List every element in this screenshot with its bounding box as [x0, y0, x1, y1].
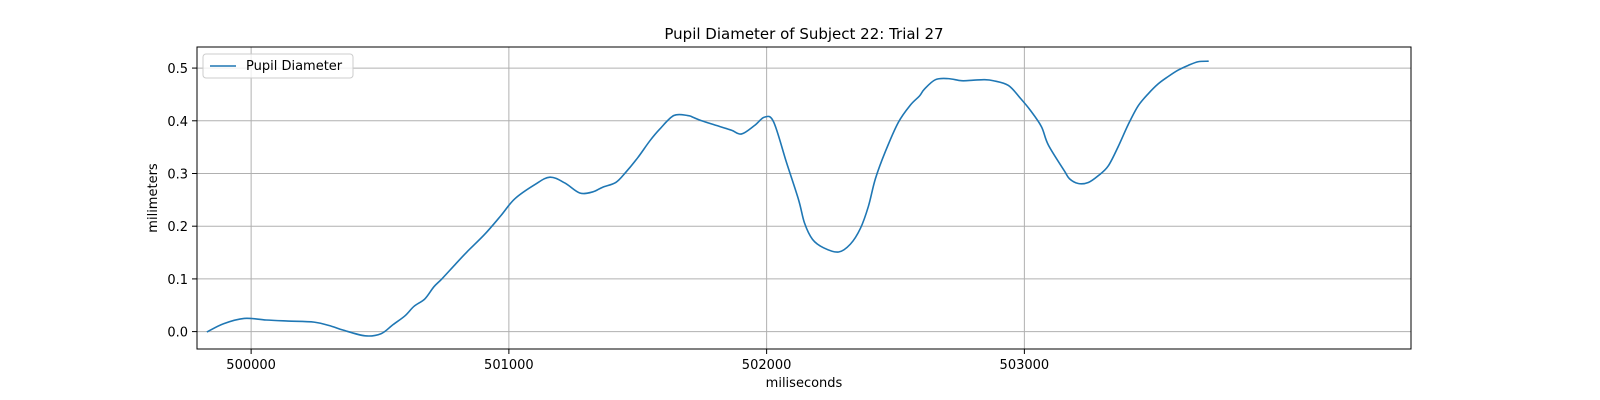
y-axis-label: milimeters [146, 163, 161, 233]
grid [197, 47, 1411, 349]
y-tick-label: 0.1 [167, 273, 188, 288]
y-tick-label: 0.3 [167, 167, 188, 182]
x-axis-label: miliseconds [766, 376, 843, 391]
y-tick-label: 0.2 [167, 220, 188, 235]
y-tick-label: 0.4 [167, 115, 188, 130]
ticks: 500000 501000 502000 503000 0.0 0.1 0.2 0.3 0.4 0… [167, 62, 1049, 373]
legend-box [202, 53, 354, 79]
legend: Pupil Diameter [202, 53, 354, 79]
plot-frame [196, 46, 1412, 350]
x-tick-label: 502000 [742, 358, 792, 373]
x-tick-label: 501000 [484, 358, 534, 373]
chart-title: Pupil Diameter of Subject 22: Trial 27 [664, 25, 943, 43]
x-tick-label: 503000 [1000, 358, 1050, 373]
x-tick-label: 500000 [226, 358, 276, 373]
legend-label: Pupil Diameter [246, 59, 343, 74]
y-tick-label: 0.0 [167, 326, 188, 341]
y-tick-label: 0.5 [167, 62, 188, 77]
pupil-diameter-line [206, 60, 1209, 337]
